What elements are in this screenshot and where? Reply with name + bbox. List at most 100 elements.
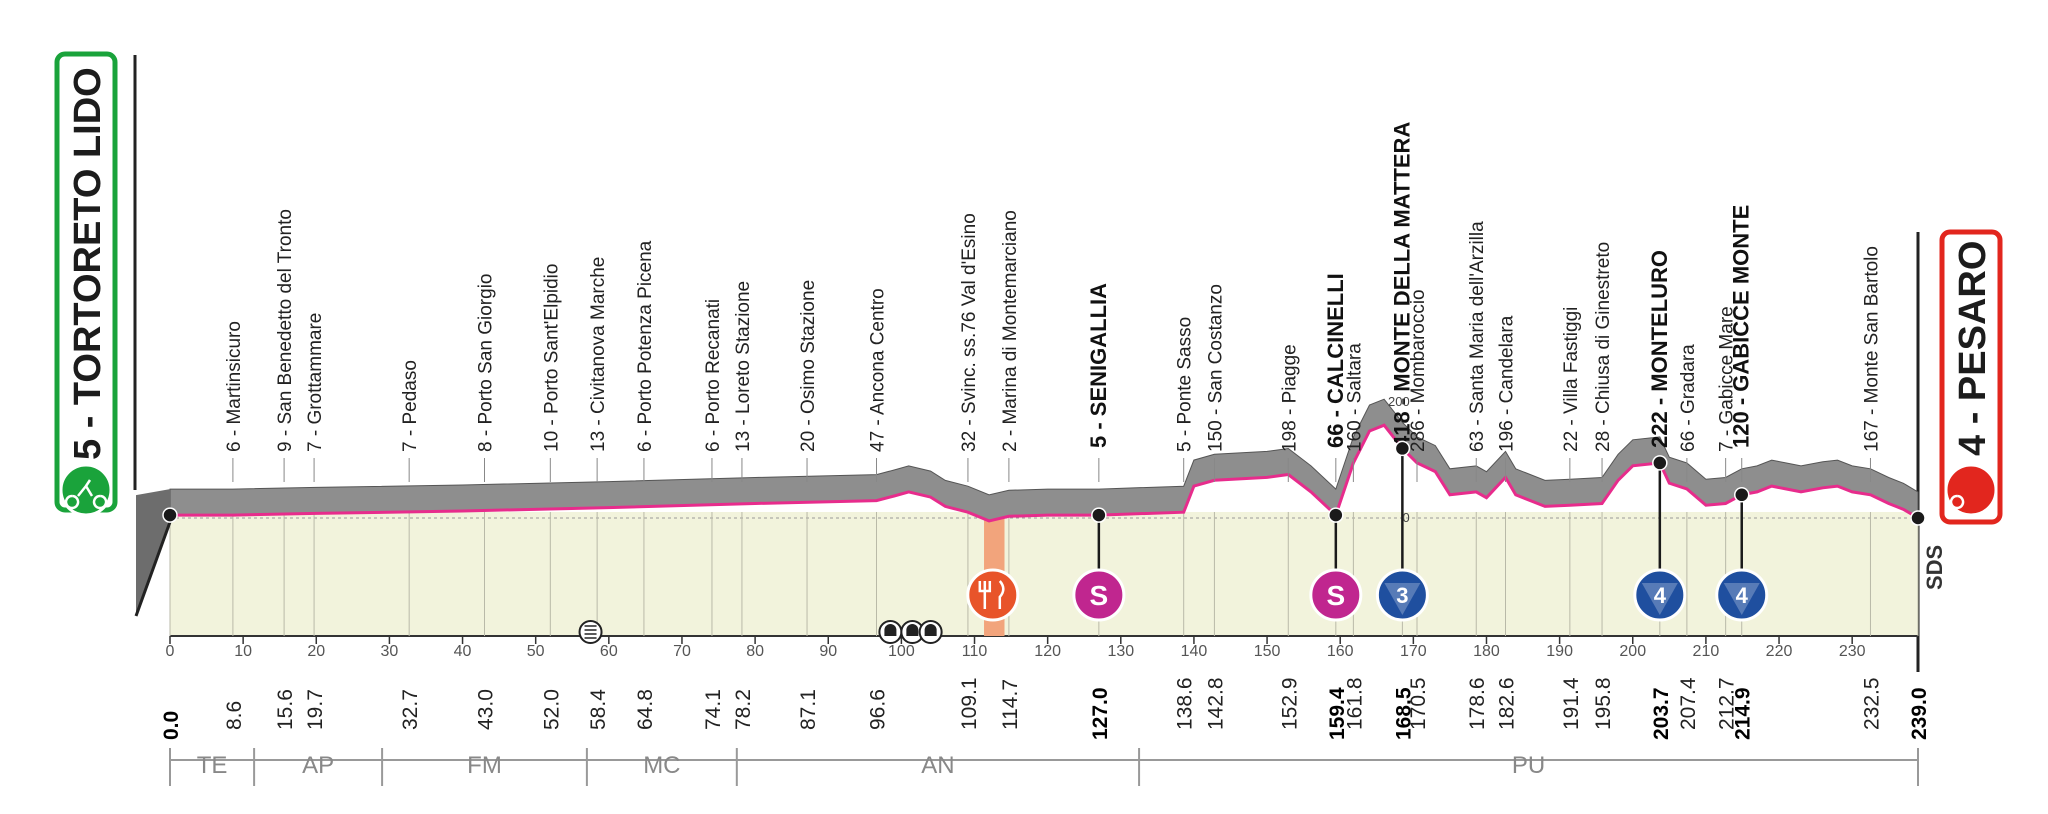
axis-tick-label: 230 xyxy=(1839,643,1866,660)
province-label: AN xyxy=(921,752,954,779)
distance-label: 138.6 xyxy=(1174,677,1197,730)
distance-label: 114.7 xyxy=(999,679,1022,730)
place-label: 8 - Porto San Giorgio xyxy=(476,274,497,452)
finish-marker: 4 - PESARO xyxy=(1939,229,2003,525)
altitude-label-200: 200 xyxy=(1388,394,1410,409)
checkpoint-dot xyxy=(1733,487,1750,503)
distance-label: 74.1 xyxy=(702,689,725,730)
axis-tick-label: 130 xyxy=(1107,643,1134,660)
place-label: 120 - GABICCE MONTE xyxy=(1729,205,1754,448)
distance-label: 15.6 xyxy=(274,689,297,730)
place-label: 10 - Porto Sant'Elpidio xyxy=(541,264,562,452)
checkpoint-dot xyxy=(1091,507,1107,523)
axis-tick-label: 90 xyxy=(819,643,837,660)
distance-label: 232.5 xyxy=(1861,677,1884,730)
distance-label: 161.8 xyxy=(1343,677,1366,730)
ground-area xyxy=(170,512,1918,636)
distance-label: 142.8 xyxy=(1204,677,1227,730)
distance-label: 78.2 xyxy=(732,689,755,730)
place-label: 6 - Martinsicuro xyxy=(224,321,245,452)
railway-crossing-icon xyxy=(578,620,603,644)
distance-label: 168.5 xyxy=(1392,687,1415,740)
axis-tick-label: 60 xyxy=(600,643,618,660)
province-label: PU xyxy=(1512,752,1545,779)
sprint-symbol: S xyxy=(1090,580,1109,611)
axis-tick-label: 30 xyxy=(381,643,399,660)
place-label: 28 - Chiusa di Ginestreto xyxy=(1593,242,1614,452)
distance-label: 58.4 xyxy=(587,689,610,730)
terrain-side-edge xyxy=(134,521,172,617)
axis-tick-label: 220 xyxy=(1766,643,1793,660)
distance-label: 64.8 xyxy=(634,689,657,730)
climb-triangle xyxy=(1641,583,1678,615)
tunnel-arch xyxy=(924,624,937,636)
place-label: 286 - Mombaroccio xyxy=(1408,289,1429,452)
climb-category-icon xyxy=(1375,568,1429,622)
checkpoint-dot xyxy=(1652,455,1668,471)
distance-label: 87.1 xyxy=(797,689,820,730)
province-bar: TE AP FM MC AN PU xyxy=(169,748,1919,786)
distance-label: 182.6 xyxy=(1496,677,1519,730)
distance-label: 32.7 xyxy=(399,689,422,730)
place-label: 6 - Porto Potenza Picena xyxy=(635,240,656,452)
climb-triangle xyxy=(1384,583,1421,615)
cutlery-glyph xyxy=(978,580,1005,609)
axis-tick-label: 40 xyxy=(454,643,472,660)
climb-category-number: 3 xyxy=(1396,583,1408,608)
place-label: 13 - Civitanova Marche xyxy=(588,257,609,452)
distance-label: 52.0 xyxy=(540,689,563,730)
checkpoint-dot xyxy=(162,507,178,523)
axis-tick-label: 190 xyxy=(1546,643,1573,660)
tunnel-arch xyxy=(884,624,897,636)
place-label: 20 - Osimo Stazione xyxy=(798,280,819,452)
distance-label: 152.9 xyxy=(1278,677,1301,730)
distance-label: 96.6 xyxy=(867,689,890,730)
axis-tick-label: 120 xyxy=(1034,643,1061,660)
sprint-symbol: S xyxy=(1326,580,1345,611)
sprint-icon xyxy=(1072,568,1126,622)
distance-label: 170.5 xyxy=(1407,677,1430,730)
distance-label: 109.1 xyxy=(958,677,981,730)
start-bike-glyph xyxy=(64,479,108,510)
race-markers: S S 3 4 4 xyxy=(162,440,1926,644)
distance-label: 159.4 xyxy=(1326,687,1349,740)
distance-label: 0.0 xyxy=(160,711,183,740)
distance-label: 127.0 xyxy=(1089,687,1112,740)
checkpoint-dot xyxy=(1910,510,1926,526)
distance-label: 207.4 xyxy=(1677,677,1700,730)
axis-tick-label: 170 xyxy=(1400,643,1427,660)
place-label: 7 - Pedaso xyxy=(400,360,421,452)
axis-tick-label: 140 xyxy=(1181,643,1208,660)
axis-tick-label: 70 xyxy=(673,643,691,660)
place-label: 13 - Loreto Stazione xyxy=(733,281,754,452)
feed-zone-icon xyxy=(966,568,1020,622)
axis-tick-label: 110 xyxy=(962,643,988,660)
province-label: TE xyxy=(197,752,228,779)
checkpoint-dot xyxy=(1328,507,1344,523)
place-label: 6 - Porto Recanati xyxy=(703,299,724,452)
brand-logo: SDS xyxy=(1922,545,1947,590)
distance-label: 43.0 xyxy=(475,689,498,730)
cyclist-icon xyxy=(59,463,113,517)
km-axis: 0 10 20 30 40 50 60 70 80 90 100 110 120 130 140 150 160… xyxy=(166,636,1866,660)
axis-tick-label: 0 xyxy=(166,643,175,660)
axis-tick-label: 200 xyxy=(1619,643,1646,660)
distance-label: 178.6 xyxy=(1466,677,1489,730)
distance-label: 203.7 xyxy=(1650,687,1673,740)
distance-labels: 0.0 8.6 15.6 19.7 32.7 43.0 52.0 58.4 64.8 74.1 78… xyxy=(160,677,1931,740)
start-city-label: 5 - TORTORETO LIDO xyxy=(67,67,109,460)
distance-label: 212.7 xyxy=(1716,677,1739,730)
axis-tick-label: 150 xyxy=(1254,643,1281,660)
axis-tick-label: 50 xyxy=(527,643,545,660)
axis-tick-label: 180 xyxy=(1473,643,1500,660)
checkpoint-dot xyxy=(1394,440,1411,457)
finish-city-label: 4 - PESARO xyxy=(1952,241,1994,456)
place-label: 22 - Villa Fastiggi xyxy=(1561,307,1582,452)
place-label: 222 - MONTELURO xyxy=(1647,250,1672,448)
terrain-side-face xyxy=(136,489,170,616)
start-marker: 5 - TORTORETO LIDO xyxy=(54,51,118,517)
place-label: 7 - Gabicce Mare xyxy=(1717,306,1738,452)
place-label: 7 - Grottammare xyxy=(305,313,326,452)
axis-tick-label: 20 xyxy=(307,643,325,660)
province-label: AP xyxy=(302,752,334,779)
